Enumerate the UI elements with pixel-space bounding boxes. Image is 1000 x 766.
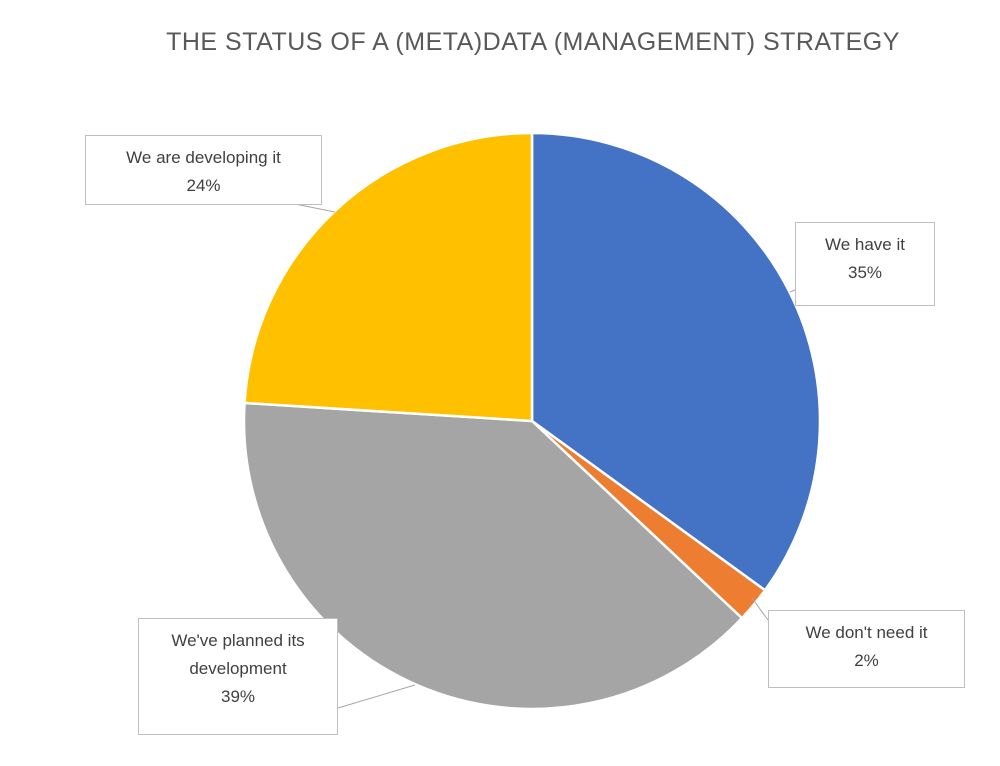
value-label: 24% <box>186 176 221 195</box>
pie-slice <box>243 131 534 423</box>
category-label: We are developing it <box>126 148 281 167</box>
category-label: We've planned its development <box>171 631 305 678</box>
leader-line <box>789 289 796 293</box>
category-label: We have it <box>824 235 905 254</box>
value-label: 39% <box>220 687 256 706</box>
leader-line <box>751 597 769 621</box>
data-label: We have it 35% <box>795 222 935 306</box>
chart-title: THE STATUS OF A (META)DATA (MANAGEMENT) … <box>166 28 900 56</box>
data-label: We don't need it 2% <box>768 610 965 688</box>
data-label: We are developing it 24% <box>85 135 322 205</box>
value-label: 35% <box>847 263 883 282</box>
pie-slice <box>530 131 822 593</box>
pie-slice <box>242 401 744 711</box>
category-label: We don't need it <box>805 623 928 642</box>
leader-line <box>337 684 416 709</box>
data-label: We've planned its development 39% <box>138 618 338 735</box>
value-label: 2% <box>854 651 879 670</box>
